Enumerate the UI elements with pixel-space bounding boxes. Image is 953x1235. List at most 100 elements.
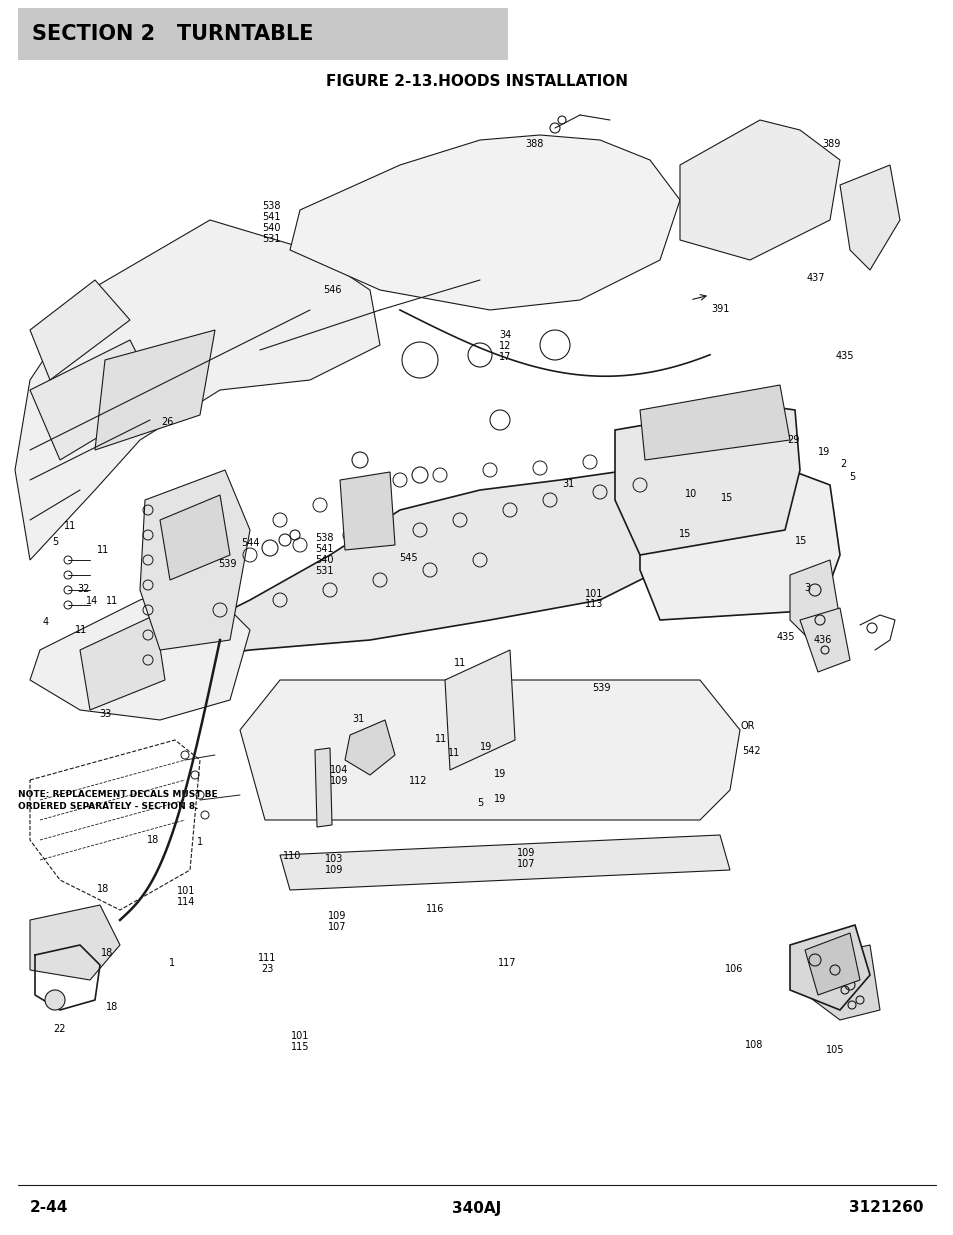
Polygon shape (30, 280, 130, 380)
Text: 538
541
540
531: 538 541 540 531 (262, 201, 281, 243)
Polygon shape (615, 405, 800, 555)
Polygon shape (444, 650, 515, 769)
Polygon shape (639, 471, 840, 620)
Text: 11: 11 (454, 658, 465, 668)
Text: 436: 436 (812, 635, 831, 645)
Polygon shape (314, 748, 332, 827)
Text: 15: 15 (720, 493, 732, 503)
Text: 109
107: 109 107 (517, 848, 536, 868)
Text: 546: 546 (322, 285, 341, 295)
Text: 117: 117 (497, 958, 517, 968)
Text: 18: 18 (97, 884, 109, 894)
Text: 18: 18 (147, 835, 158, 845)
Text: 19: 19 (818, 447, 829, 457)
Text: 11: 11 (106, 597, 117, 606)
Text: 2: 2 (840, 459, 845, 469)
Text: 11: 11 (75, 625, 87, 635)
Text: 11: 11 (448, 748, 459, 758)
Polygon shape (800, 608, 849, 672)
Text: 19: 19 (494, 794, 505, 804)
Text: 116: 116 (425, 904, 444, 914)
Text: 539: 539 (591, 683, 610, 693)
Polygon shape (345, 720, 395, 776)
Text: 111
23: 111 23 (257, 953, 276, 973)
Text: 112: 112 (408, 776, 427, 785)
Text: 32: 32 (78, 584, 90, 594)
Text: 11: 11 (64, 521, 75, 531)
Text: 19: 19 (480, 742, 492, 752)
Polygon shape (30, 905, 120, 981)
Polygon shape (639, 385, 789, 459)
Text: OR: OR (740, 721, 755, 731)
Text: 26: 26 (161, 417, 172, 427)
Polygon shape (840, 165, 899, 270)
Text: 544: 544 (240, 538, 259, 548)
Text: 101
113: 101 113 (584, 589, 603, 609)
Text: 19: 19 (494, 769, 505, 779)
Text: 1: 1 (169, 958, 174, 968)
Text: 545: 545 (398, 553, 417, 563)
Text: SECTION 2   TURNTABLE: SECTION 2 TURNTABLE (32, 23, 314, 44)
Polygon shape (30, 340, 160, 459)
Text: 3: 3 (803, 583, 809, 593)
Polygon shape (290, 135, 679, 310)
Text: 104
109: 104 109 (329, 766, 348, 785)
Text: 437: 437 (805, 273, 824, 283)
Text: 1: 1 (197, 837, 203, 847)
Text: 14: 14 (87, 597, 98, 606)
Polygon shape (15, 220, 379, 559)
Circle shape (45, 990, 65, 1010)
Text: 31: 31 (353, 714, 364, 724)
Text: 110: 110 (282, 851, 301, 861)
Text: 388: 388 (524, 140, 543, 149)
Polygon shape (30, 580, 250, 720)
Text: 106: 106 (724, 965, 743, 974)
Polygon shape (95, 330, 214, 450)
Polygon shape (80, 615, 165, 710)
Text: 31: 31 (562, 479, 574, 489)
Text: 10: 10 (684, 489, 696, 499)
Text: 539: 539 (217, 559, 236, 569)
Text: 4: 4 (43, 618, 49, 627)
Polygon shape (240, 680, 740, 820)
Text: 5: 5 (848, 472, 854, 482)
Text: 15: 15 (679, 529, 690, 538)
Polygon shape (145, 450, 700, 659)
Polygon shape (140, 471, 250, 650)
Text: 29: 29 (787, 435, 799, 445)
Text: 11: 11 (97, 545, 109, 555)
Text: 15: 15 (795, 536, 806, 546)
Text: 5: 5 (476, 798, 482, 808)
Text: 3121260: 3121260 (848, 1200, 923, 1215)
Text: 542: 542 (741, 746, 760, 756)
Text: 5: 5 (52, 537, 58, 547)
Text: 105: 105 (824, 1045, 843, 1055)
Text: NOTE: REPLACEMENT DECALS MUST BE
ORDERED SEPARATELY - SECTION 8.: NOTE: REPLACEMENT DECALS MUST BE ORDERED… (18, 790, 217, 811)
Polygon shape (789, 559, 840, 640)
Text: 435: 435 (835, 351, 854, 361)
Polygon shape (160, 495, 230, 580)
Text: 109
107: 109 107 (327, 911, 346, 931)
Text: 103
109: 103 109 (324, 855, 343, 874)
Text: 538
541
540
531: 538 541 540 531 (314, 534, 334, 576)
Text: 389: 389 (821, 140, 841, 149)
Text: FIGURE 2-13.HOODS INSTALLATION: FIGURE 2-13.HOODS INSTALLATION (326, 74, 627, 89)
Polygon shape (679, 120, 840, 261)
Bar (18, 7, 507, 61)
Text: 340AJ: 340AJ (452, 1200, 501, 1215)
Text: 2-44: 2-44 (30, 1200, 69, 1215)
Text: 18: 18 (107, 1002, 118, 1011)
Text: 435: 435 (776, 632, 795, 642)
Text: 33: 33 (99, 709, 111, 719)
Text: 108: 108 (743, 1040, 762, 1050)
Polygon shape (280, 835, 729, 890)
Text: 11: 11 (435, 734, 446, 743)
Polygon shape (339, 472, 395, 550)
Polygon shape (800, 945, 879, 1020)
Polygon shape (804, 932, 859, 995)
Text: 22: 22 (52, 1024, 66, 1034)
Text: 101
114: 101 114 (176, 887, 195, 906)
Polygon shape (789, 925, 869, 1010)
Text: 101
115: 101 115 (291, 1031, 310, 1051)
Text: 391: 391 (710, 304, 729, 314)
